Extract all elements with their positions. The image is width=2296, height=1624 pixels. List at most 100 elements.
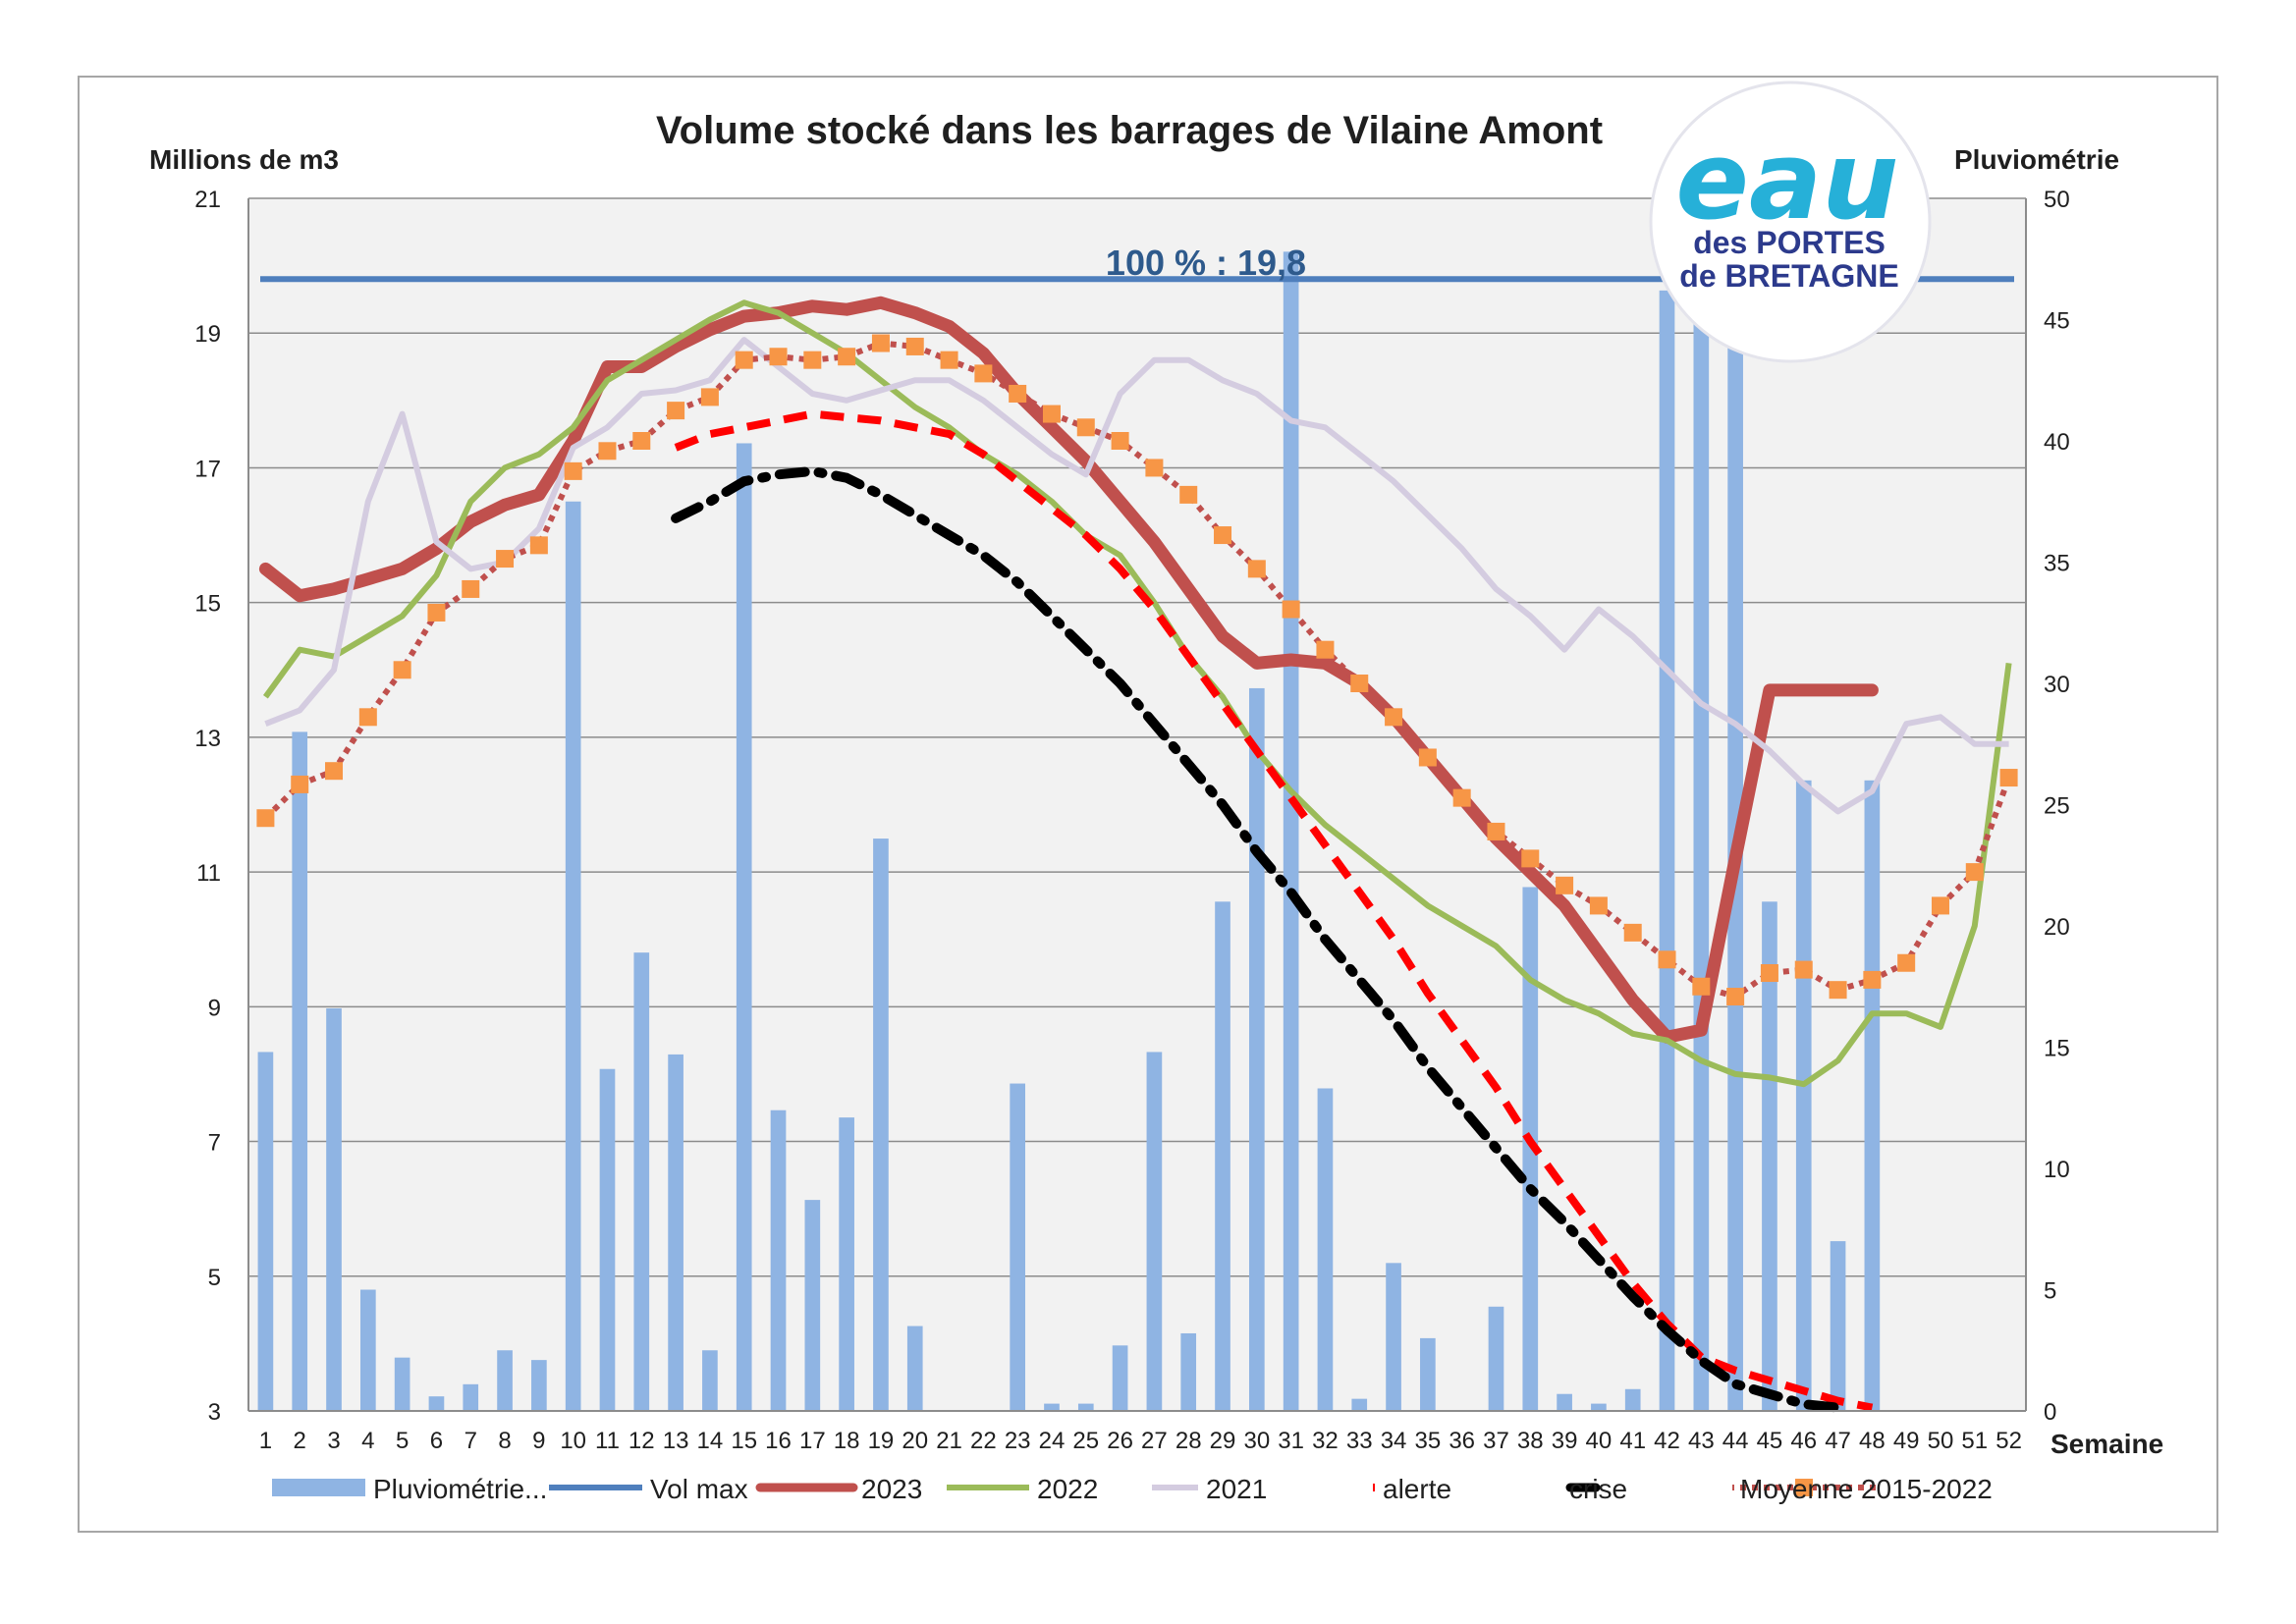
- legend-item: 2022: [947, 1474, 1098, 1504]
- series-marker: [1623, 923, 1642, 942]
- rain-bar: [1420, 1337, 1436, 1411]
- series-marker: [1965, 863, 1984, 882]
- series-marker: [1897, 953, 1916, 972]
- y-tick-label: 9: [208, 995, 221, 1021]
- x-axis-label: Semaine: [2050, 1429, 2163, 1459]
- rain-bar: [1283, 251, 1299, 1412]
- rain-bar: [633, 952, 650, 1411]
- series-marker: [325, 762, 344, 781]
- rain-bar: [1488, 1306, 1504, 1411]
- series-marker: [1282, 600, 1300, 619]
- series-marker: [700, 388, 719, 406]
- x-tick-label: 13: [663, 1428, 689, 1454]
- x-tick-label: 11: [595, 1428, 620, 1454]
- x-tick-label: 20: [902, 1428, 928, 1454]
- x-tick-label: 22: [970, 1428, 997, 1454]
- series-marker: [1999, 769, 2018, 787]
- series-path: [258, 296, 1879, 1044]
- legend-item: Pluviométrie...: [272, 1474, 547, 1504]
- series-marker: [1076, 418, 1095, 437]
- series-marker: [1658, 950, 1676, 969]
- x-tick-label: 32: [1312, 1428, 1339, 1454]
- series-marker: [1350, 675, 1369, 692]
- series-marker: [838, 348, 856, 366]
- series-marker: [871, 334, 890, 352]
- series-marker: [358, 708, 377, 727]
- x-tick-label: 44: [1722, 1428, 1749, 1454]
- series-marker: [1556, 876, 1574, 894]
- x-tick-label: 51: [1961, 1428, 1988, 1454]
- series-marker: [1863, 970, 1882, 989]
- rain-bar: [1762, 901, 1777, 1411]
- series-marker: [1418, 748, 1437, 767]
- vol-max-annotation: 100 % : 19,8: [1106, 243, 1306, 283]
- x-tick-label: 49: [1893, 1428, 1920, 1454]
- rain-bar: [1864, 780, 1881, 1411]
- rain-bar: [1044, 1403, 1060, 1411]
- series-marker: [1316, 640, 1335, 659]
- series-crise: [671, 465, 1843, 1413]
- rain-bar: [394, 1357, 410, 1411]
- x-tick-label: 35: [1415, 1428, 1442, 1454]
- y-tick-label: 19: [194, 321, 221, 348]
- x-tick-label: 2: [294, 1428, 306, 1454]
- rain-bar: [1351, 1398, 1368, 1411]
- x-tick-label: 39: [1552, 1428, 1578, 1454]
- series-moyenne-2015-2022: [256, 334, 2018, 1006]
- legend-item: crise: [1557, 1474, 1627, 1504]
- x-tick-label: 15: [731, 1428, 757, 1454]
- rain-bar: [1795, 780, 1812, 1411]
- rain-bar: [1624, 1388, 1641, 1411]
- legend-label: Vol max: [650, 1474, 748, 1504]
- rain-bar: [1591, 1403, 1607, 1411]
- rain-bar: [1659, 290, 1675, 1411]
- x-tick-label: 28: [1175, 1428, 1202, 1454]
- rain-bar: [292, 731, 308, 1411]
- logo-line1: des PORTES: [1693, 225, 1886, 260]
- rain-bar: [1180, 1332, 1197, 1411]
- x-tick-label: 45: [1757, 1428, 1783, 1454]
- legend-marker: [1795, 1479, 1813, 1496]
- series-marker: [632, 432, 651, 450]
- y2-axis-label: Pluviométrie: [1954, 144, 2119, 175]
- series-marker: [291, 775, 309, 793]
- legend-item: alerte: [1373, 1474, 1451, 1504]
- series-marker: [393, 661, 411, 679]
- series-marker: [769, 348, 788, 366]
- x-tick-label: 37: [1483, 1428, 1509, 1454]
- rain-bar: [804, 1200, 821, 1411]
- y2-tick-label: 45: [2044, 308, 2070, 335]
- rain-bar: [326, 1007, 342, 1411]
- y2-tick-label: 30: [2044, 672, 2070, 698]
- rain-bar: [1215, 901, 1230, 1411]
- series-marker: [1521, 849, 1540, 868]
- x-tick-label: 12: [629, 1428, 655, 1454]
- series-marker: [1179, 485, 1198, 504]
- legend-item: 2023: [755, 1474, 922, 1504]
- x-tick-label: 26: [1107, 1428, 1133, 1454]
- x-tick-label: 43: [1688, 1428, 1715, 1454]
- x-tick-label: 24: [1039, 1428, 1066, 1454]
- x-tick-label: 14: [697, 1428, 724, 1454]
- series-marker: [905, 337, 924, 355]
- series-marker: [667, 402, 685, 420]
- series-path: [263, 340, 2012, 1000]
- legend-label: crise: [1569, 1474, 1627, 1504]
- legend-label: Pluviométrie...: [373, 1474, 547, 1504]
- x-tick-label: 8: [498, 1428, 511, 1454]
- series-marker: [735, 351, 753, 369]
- x-tick-label: 47: [1825, 1428, 1851, 1454]
- y2-tick-label: 35: [2044, 551, 2070, 577]
- logo-circle: [1649, 81, 1932, 363]
- rain-bar: [1386, 1263, 1401, 1411]
- series-marker: [462, 579, 480, 598]
- y2-tick-label: 40: [2044, 429, 2070, 456]
- y2-tick-label: 20: [2044, 914, 2070, 941]
- series-marker: [974, 364, 993, 383]
- series-marker: [1931, 896, 1949, 915]
- series-marker: [256, 809, 275, 828]
- rain-bar: [599, 1068, 616, 1411]
- rain-bars: [257, 251, 1881, 1412]
